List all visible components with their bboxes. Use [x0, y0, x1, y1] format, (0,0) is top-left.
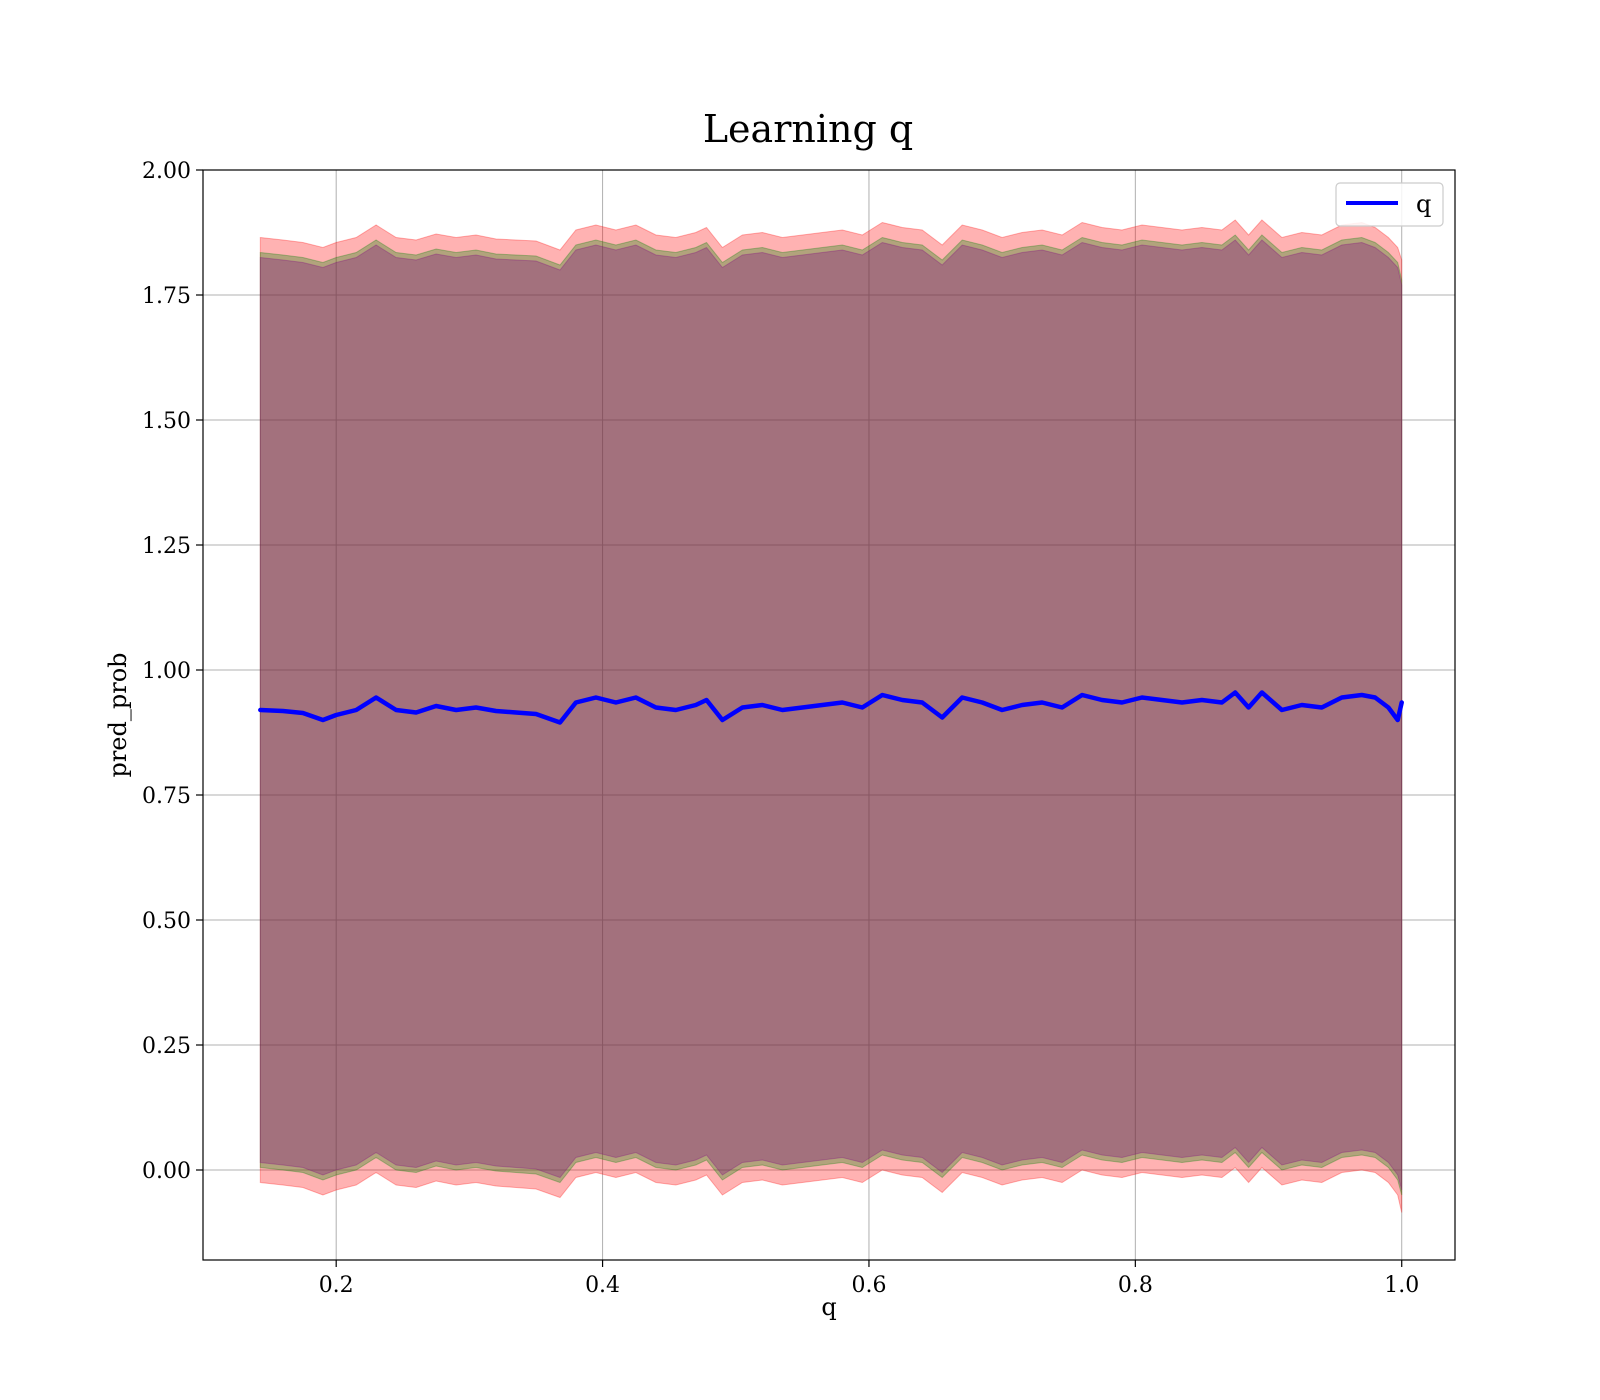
y-tick-label: 1.00 [142, 659, 191, 684]
x-tick-label: 0.4 [585, 1273, 620, 1298]
x-tick-label: 0.2 [319, 1273, 354, 1298]
y-axis-ticks: 0.00 0.25 0.50 0.75 1.00 1.25 1.50 1.75 2.00 [142, 159, 203, 1184]
x-tick-label: 1.0 [1384, 1273, 1419, 1298]
confidence-bands [259, 219, 1403, 1213]
series-lines [258, 690, 1404, 725]
x-tick-label: 0.8 [1118, 1273, 1153, 1298]
chart-title: Learning q [703, 107, 913, 151]
confidence-band [259, 239, 1403, 1191]
confidence-band [259, 234, 1403, 1196]
y-tick-label: 0.25 [142, 1034, 191, 1059]
plot-area-frame [202, 169, 1456, 1261]
y-axis-label: pred_prob [104, 652, 132, 777]
y-tick-label: 1.25 [142, 534, 191, 559]
series-line-q [258, 690, 1404, 725]
x-axis-label: q [821, 1293, 836, 1321]
x-tick-label: 0.6 [851, 1273, 886, 1298]
y-tick-label: 2.00 [142, 159, 191, 184]
legend: q [1335, 182, 1444, 227]
y-tick-label: 0.00 [142, 1159, 191, 1184]
y-tick-label: 0.75 [142, 784, 191, 809]
y-tick-label: 0.50 [142, 909, 191, 934]
x-axis-ticks: 0.2 0.4 0.6 0.8 1.0 [319, 1260, 1419, 1298]
y-tick-label: 1.75 [142, 284, 191, 309]
legend-label-q: q [1416, 190, 1431, 218]
y-tick-label: 1.50 [142, 409, 191, 434]
confidence-band [259, 219, 1403, 1213]
